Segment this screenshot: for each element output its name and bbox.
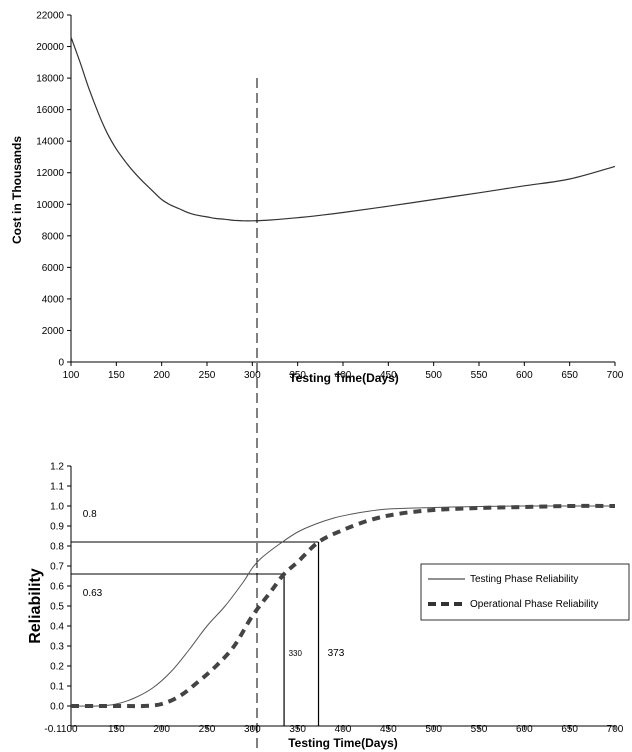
reliability-y-ticks: 0.0 0.1 0.2 0.3 0.4 0.5 0.6 0.7 0.8 0.9 1.0 1.1 1.2	[50, 462, 71, 713]
cost-x-ticks: 100 150 200 250 300 350 400 450 500 550 600 650 700	[63, 362, 624, 381]
testing-reliability-line	[70, 505, 615, 707]
reliability-x-tick-label: 400	[335, 724, 352, 735]
reliability-x-tick-label: 200	[153, 724, 170, 735]
reliability-x-tick-label: 300	[244, 724, 261, 735]
cost-x-tick-label: 350	[289, 370, 306, 381]
legend: Testing Phase Reliability Operational Ph…	[420, 563, 630, 621]
legend-label-testing: Testing Phase Reliability	[470, 574, 578, 585]
reliability-y-axis-title: Reliability	[27, 568, 44, 644]
reliability-annotations: 0.8 0.63 330 373	[83, 509, 345, 659]
reliability-y-tick-label: 0.5	[50, 602, 64, 613]
cost-series	[70, 36, 616, 222]
cost-x-tick-label: 650	[561, 370, 578, 381]
reliability-y-tick-label: 0.0	[50, 702, 64, 713]
reliability-x-tick-label: 350	[289, 724, 306, 735]
reliability-annotation: 373	[328, 648, 345, 659]
reliability-y-tick-label: 0.4	[50, 622, 64, 633]
legend-box	[420, 563, 630, 621]
reliability-y-tick-label: 1.2	[50, 462, 64, 473]
reliability-y-tick-label: 0.3	[50, 642, 64, 653]
cost-line	[70, 36, 616, 222]
cost-y-tick-label: 2000	[42, 326, 65, 337]
cost-y-tick-label: 6000	[42, 263, 65, 274]
cost-x-tick-label: 600	[516, 370, 533, 381]
reliability-x-tick-label: 500	[425, 724, 442, 735]
cost-x-axis-title: Testing Time(Days)	[289, 371, 399, 385]
cost-y-tick-label: 22000	[36, 11, 64, 22]
reliability-y-tick-label: 0.7	[50, 562, 64, 573]
reliability-chart: 0.00.10.20.30.40.50.60.70.80.91.01.11.2 …	[27, 462, 630, 750]
cost-x-tick-label: 150	[108, 370, 125, 381]
cost-y-tick-label: 4000	[42, 294, 65, 305]
reliability-x-tick-label: 700	[607, 724, 624, 735]
cost-y-tick-label: 20000	[36, 42, 64, 53]
cost-x-tick-label: 250	[199, 370, 216, 381]
reliability-reference-lines	[71, 541, 320, 726]
reliability-annotation: 330	[289, 649, 303, 658]
reliability-x-tick-label: 550	[471, 724, 488, 735]
reliability-x-tick-label: -0.1100	[44, 724, 78, 735]
reliability-x-tick-label: 150	[108, 724, 125, 735]
reliability-x-tick-label: 250	[199, 724, 216, 735]
cost-x-tick-label: 450	[380, 370, 397, 381]
reliability-x-ticks: -0.1100 150 200 250 300 350 400 450 500 550 600 650…	[44, 724, 623, 735]
reliability-x-axis-title: Testing Time(Days)	[288, 736, 398, 750]
cost-y-tick-label: 0	[58, 358, 64, 369]
cost-x-tick-label: 100	[63, 370, 80, 381]
reliability-y-tick-label: 0.9	[50, 522, 64, 533]
reliability-x-tick-label: 650	[561, 724, 578, 735]
legend-label-operational: Operational Phase Reliability	[470, 599, 598, 610]
cost-x-tick-label: 700	[607, 370, 624, 381]
reliability-x-tick-label: 450	[380, 724, 397, 735]
reliability-y-tick-label: 1.1	[50, 482, 64, 493]
cost-y-axis-title: Cost in Thousands	[10, 136, 24, 244]
reliability-series	[70, 503, 616, 709]
reliability-y-tick-label: 0.8	[50, 542, 64, 553]
reliability-y-tick-label: 0.1	[50, 682, 64, 693]
cost-x-tick-label: 300	[244, 370, 261, 381]
cost-y-ticks: 0 2000 4000 6000 8000 10000 12000 14000 16000 180…	[36, 11, 71, 369]
cost-x-tick-label: 400	[335, 370, 352, 381]
reliability-annotation: 0.8	[83, 509, 97, 520]
reliability-annotation: 0.63	[83, 588, 103, 599]
reliability-x-tick-label: 600	[516, 724, 533, 735]
reliability-y-tick-label: 1.0	[50, 502, 64, 513]
cost-x-tick-label: 200	[153, 370, 170, 381]
cost-y-tick-label: 18000	[36, 74, 64, 85]
cost-x-tick-label: 500	[425, 370, 442, 381]
reliability-y-tick-label: 0.2	[50, 662, 64, 673]
cost-y-tick-label: 16000	[36, 105, 64, 116]
operational-reliability-line	[71, 503, 616, 709]
cost-y-tick-label: 14000	[36, 137, 64, 148]
reliability-y-tick-label: 0.6	[50, 582, 64, 593]
cost-chart: 0 2000 4000 6000 8000 10000 12000 14000 16000 180…	[10, 11, 624, 386]
cost-y-tick-label: 12000	[36, 168, 64, 179]
cost-y-tick-label: 8000	[42, 231, 65, 242]
cost-x-tick-label: 550	[471, 370, 488, 381]
cost-y-tick-label: 10000	[36, 200, 64, 211]
